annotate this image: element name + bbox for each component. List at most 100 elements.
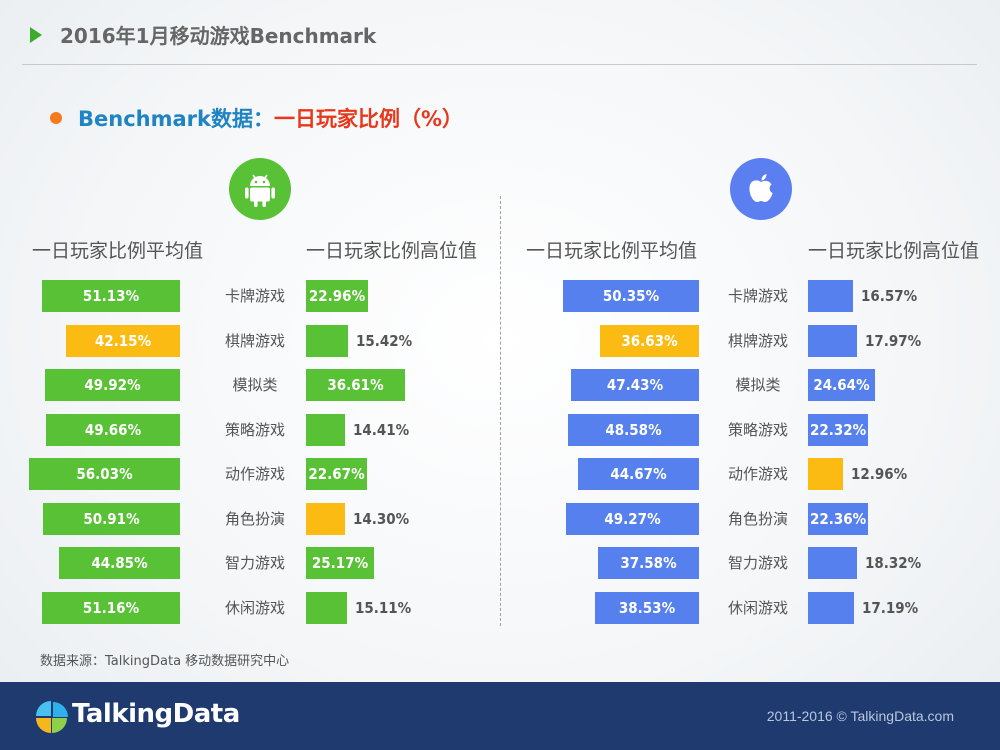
- android-high-value-label: 14.30%: [353, 510, 410, 528]
- android-category-label: 策略游戏: [224, 421, 285, 439]
- section-title: Benchmark数据：一日玩家比例（%）: [78, 103, 463, 133]
- android-category-label: 智力游戏: [224, 554, 285, 572]
- ios-avg-bar: 44.67%: [578, 458, 699, 490]
- android-category-label: 卡牌游戏: [224, 287, 285, 305]
- android-high-bar: [306, 280, 368, 312]
- android-high-bar: [306, 369, 405, 401]
- android-category-label: 休闲游戏: [224, 599, 285, 617]
- ios-category-label: 卡牌游戏: [727, 287, 788, 305]
- ios-avg-heading: 一日玩家比例平均值: [526, 240, 698, 262]
- header-bar: 2016年1月移动游戏Benchmark: [0, 0, 1000, 72]
- section-title-prefix: Benchmark数据：: [78, 107, 274, 131]
- android-category-label: 模拟类: [232, 376, 278, 394]
- ios-category-label: 棋牌游戏: [727, 332, 788, 350]
- footer-bar: [0, 682, 1000, 750]
- android-logo-icon: [229, 158, 291, 220]
- ios-avg-value-label: 44.67%: [610, 465, 667, 483]
- ios-avg-value-label: 48.58%: [605, 421, 662, 439]
- android-high-value-label: 22.67%: [308, 465, 365, 483]
- ios-high-value-label: 22.36%: [810, 510, 867, 528]
- android-avg-value-label: 56.03%: [76, 465, 133, 483]
- ios-avg-bar: 37.58%: [598, 547, 699, 579]
- android-high-value-label: 36.61%: [327, 376, 384, 394]
- android-high-value-label: 15.42%: [356, 332, 413, 350]
- android-avg-bar: 44.85%: [59, 547, 180, 579]
- android-avg-bar: 49.92%: [45, 369, 180, 401]
- android-avg-bar: 51.16%: [42, 592, 180, 624]
- android-high-bar: [306, 547, 374, 579]
- data-source-note: 数据来源：TalkingData 移动数据研究中心: [40, 654, 290, 669]
- ios-avg-value-label: 37.58%: [620, 554, 677, 572]
- android-high-heading: 一日玩家比例高位值: [306, 240, 478, 262]
- android-category-label: 动作游戏: [224, 465, 285, 483]
- android-avg-value-label: 49.92%: [84, 376, 141, 394]
- android-high-bar: [306, 325, 348, 357]
- android-avg-bar: 51.13%: [42, 280, 180, 312]
- android-category-label: 角色扮演: [224, 510, 285, 528]
- bullet-dot-icon: [50, 112, 62, 124]
- ios-high-heading: 一日玩家比例高位值: [808, 240, 980, 262]
- android-high-value-label: 14.41%: [353, 421, 410, 439]
- brand-logo-text: TalkingData: [72, 699, 240, 729]
- ios-category-label: 模拟类: [735, 376, 781, 394]
- android-avg-bar: 42.15%: [66, 325, 180, 357]
- ios-high-value-label: 17.97%: [865, 332, 922, 350]
- android-avg-bar: 50.91%: [43, 503, 180, 535]
- ios-category-label: 休闲游戏: [727, 599, 788, 617]
- android-avg-value-label: 50.91%: [83, 510, 140, 528]
- ios-high-bar: [808, 369, 875, 401]
- play-arrow-icon: [30, 27, 42, 43]
- ios-avg-bar: 50.35%: [563, 280, 699, 312]
- ios-avg-value-label: 49.27%: [604, 510, 661, 528]
- android-high-bar: [306, 458, 367, 490]
- ios-high-value-label: 17.19%: [862, 599, 919, 617]
- ios-high-bar: [808, 325, 857, 357]
- ios-avg-bar: 47.43%: [571, 369, 699, 401]
- ios-category-label: 动作游戏: [727, 465, 788, 483]
- ios-avg-value-label: 47.43%: [606, 376, 664, 394]
- android-avg-bar: 56.03%: [29, 458, 180, 490]
- ios-high-value-label: 12.96%: [851, 465, 908, 483]
- ios-avg-bar: 49.27%: [566, 503, 699, 535]
- ios-high-bar: [808, 414, 868, 446]
- ios-high-bar: [808, 280, 853, 312]
- android-avg-heading: 一日玩家比例平均值: [32, 240, 204, 262]
- android-avg-bar: 49.66%: [46, 414, 180, 446]
- platform-divider: [500, 196, 501, 626]
- apple-logo-icon: [730, 158, 792, 220]
- android-high-bar: [306, 503, 345, 535]
- android-avg-value-label: 44.85%: [91, 554, 148, 572]
- page-title: 2016年1月移动游戏Benchmark: [60, 24, 377, 48]
- android-high-value-label: 22.96%: [308, 287, 366, 305]
- android-high-value-label: 15.11%: [355, 599, 412, 617]
- android-avg-value-label: 49.66%: [84, 421, 142, 439]
- android-category-label: 棋牌游戏: [224, 332, 285, 350]
- ios-high-bar: [808, 592, 854, 624]
- android-avg-value-label: 42.15%: [94, 332, 152, 350]
- ios-avg-value-label: 50.35%: [602, 287, 660, 305]
- ios-avg-bar: 38.53%: [595, 592, 699, 624]
- ios-category-label: 角色扮演: [727, 510, 788, 528]
- ios-avg-bar: 48.58%: [568, 414, 699, 446]
- android-avg-value-label: 51.13%: [82, 287, 140, 305]
- ios-category-label: 智力游戏: [727, 554, 788, 572]
- ios-category-label: 策略游戏: [727, 421, 788, 439]
- ios-high-bar: [808, 547, 857, 579]
- section-title-metric: 一日玩家比例（%）: [273, 107, 464, 131]
- copyright-text: 2011-2016 © TalkingData.com: [766, 708, 954, 724]
- ios-avg-value-label: 38.53%: [618, 599, 676, 617]
- ios-high-value-label: 16.57%: [861, 287, 918, 305]
- android-avg-value-label: 51.16%: [82, 599, 140, 617]
- ios-high-bar: [808, 503, 868, 535]
- talkingdata-logo-icon: [36, 700, 70, 734]
- ios-high-value-label: 18.32%: [865, 554, 922, 572]
- android-high-bar: [306, 592, 347, 624]
- android-high-value-label: 25.17%: [311, 554, 369, 572]
- android-high-bar: [306, 414, 345, 446]
- ios-avg-bar: 36.63%: [600, 325, 699, 357]
- ios-avg-value-label: 36.63%: [621, 332, 678, 350]
- ios-high-value-label: 22.32%: [810, 421, 867, 439]
- ios-high-value-label: 24.64%: [813, 376, 870, 394]
- ios-high-bar: [808, 458, 843, 490]
- header-divider: [22, 64, 977, 65]
